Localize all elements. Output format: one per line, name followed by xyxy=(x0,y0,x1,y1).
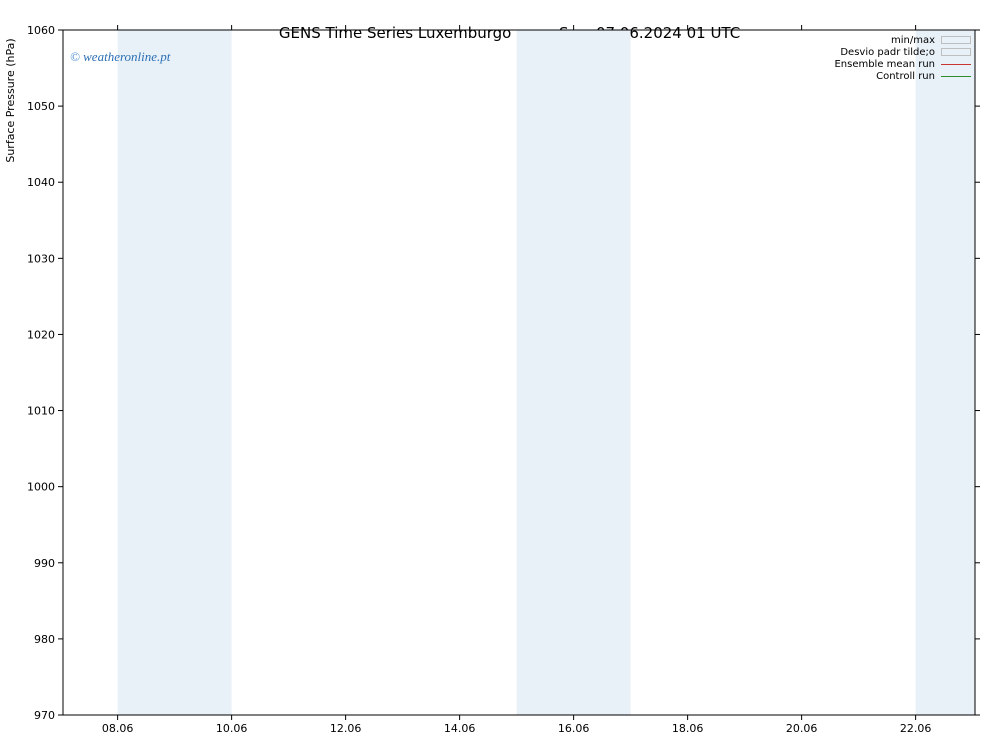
chart-svg: 08.06 10.06 12.06 14.06 16.06 18.06 20.06 22.06… xyxy=(0,0,1000,733)
svg-text:970: 970 xyxy=(34,709,55,722)
svg-text:1040: 1040 xyxy=(27,176,55,189)
legend-swatch xyxy=(941,36,971,44)
legend-item: Desvio padr tilde;o xyxy=(834,46,971,58)
pressure-chart: GENS Time Series Luxemburgo Sex. 07.06.2… xyxy=(0,0,1000,733)
svg-text:16.06: 16.06 xyxy=(558,722,590,733)
svg-text:10.06: 10.06 xyxy=(216,722,248,733)
legend-item: Ensemble mean run xyxy=(834,58,971,70)
watermark-copyright: © xyxy=(70,49,83,64)
svg-text:12.06: 12.06 xyxy=(330,722,362,733)
legend-label: min/max xyxy=(891,35,939,46)
legend-swatch xyxy=(941,48,971,56)
svg-text:1000: 1000 xyxy=(27,481,55,494)
svg-text:18.06: 18.06 xyxy=(672,722,704,733)
y-axis-label: Surface Pressure (hPa) xyxy=(4,0,24,443)
legend-swatch xyxy=(941,64,971,65)
svg-text:08.06: 08.06 xyxy=(102,722,134,733)
svg-text:1060: 1060 xyxy=(27,24,55,37)
svg-text:1010: 1010 xyxy=(27,405,55,418)
legend: min/maxDesvio padr tilde;oEnsemble mean … xyxy=(834,34,971,82)
svg-text:14.06: 14.06 xyxy=(444,722,476,733)
svg-text:1050: 1050 xyxy=(27,100,55,113)
svg-text:22.06: 22.06 xyxy=(900,722,932,733)
watermark-text: weatheronline.pt xyxy=(83,49,170,64)
svg-text:20.06: 20.06 xyxy=(786,722,818,733)
watermark: © weatheronline.pt xyxy=(70,49,170,65)
weekend-bands xyxy=(118,30,975,715)
legend-label: Ensemble mean run xyxy=(834,59,939,70)
legend-item: min/max xyxy=(834,34,971,46)
svg-text:980: 980 xyxy=(34,633,55,646)
svg-text:1020: 1020 xyxy=(27,328,55,341)
legend-item: Controll run xyxy=(834,70,971,82)
legend-label: Controll run xyxy=(876,71,939,82)
legend-label: Desvio padr tilde;o xyxy=(840,47,939,58)
svg-text:1030: 1030 xyxy=(27,252,55,265)
svg-text:990: 990 xyxy=(34,557,55,570)
legend-swatch xyxy=(941,76,971,77)
